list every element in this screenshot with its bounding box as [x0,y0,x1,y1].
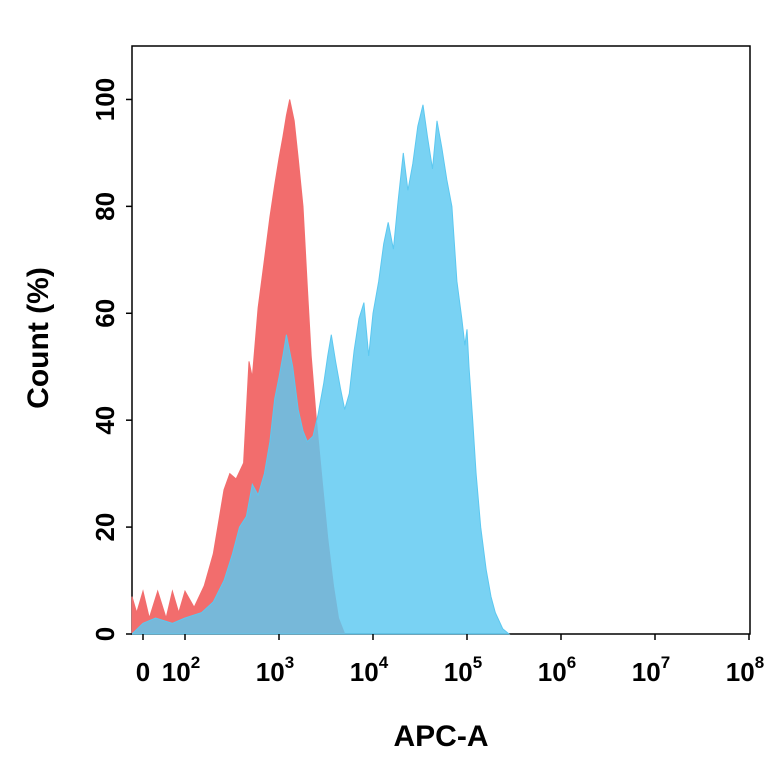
y-tick-label: 20 [90,513,120,542]
x-tick-label: 0 [136,657,150,687]
y-tick-label: 40 [90,406,120,435]
x-tick-label: 102 [162,653,200,687]
x-tick-label: 107 [632,653,670,687]
x-tick-label: 103 [256,653,294,687]
x-axis-ticks: 0 102 103 104 105 106 107 108 [136,634,764,687]
x-tick-label: 108 [726,653,764,687]
y-axis-title: Count (%) [22,267,55,409]
y-tick-label: 80 [90,192,120,221]
x-tick-label: 104 [350,653,389,687]
x-tick-label: 105 [444,653,482,687]
y-tick-label: 0 [90,627,120,641]
y-tick-label: 100 [90,78,120,121]
y-axis-ticks: 0 20 40 60 80 100 [90,78,132,641]
histogram-series-2 [130,104,511,635]
series-layer [130,99,511,635]
x-tick-label: 106 [538,653,576,687]
x-axis-title: APC-A [394,720,489,753]
y-tick-label: 60 [90,299,120,328]
